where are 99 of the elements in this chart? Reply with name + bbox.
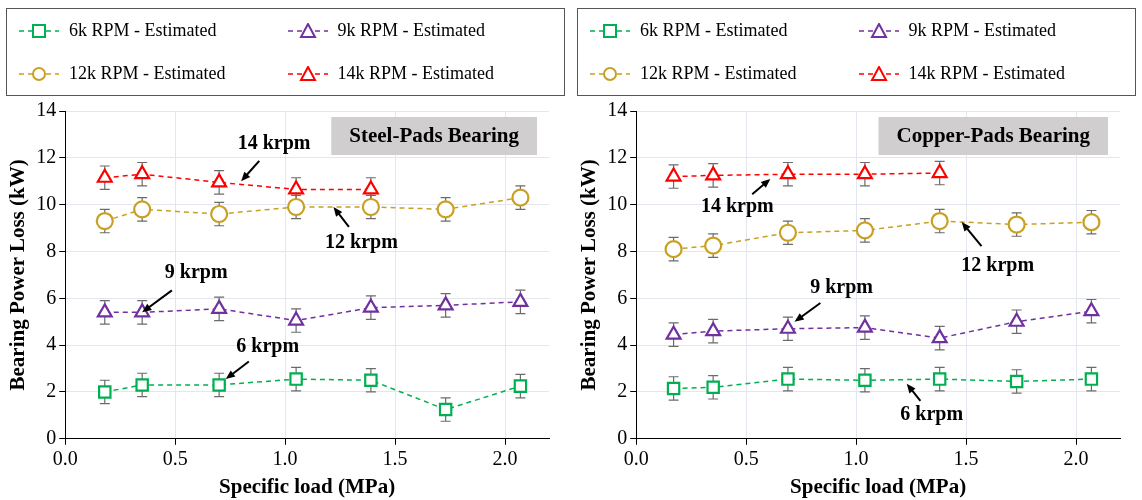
point: [666, 381, 681, 396]
point: [932, 372, 947, 386]
point: [212, 378, 226, 392]
point: [1007, 215, 1026, 234]
point: [211, 173, 228, 188]
y-tick-label: 12: [607, 145, 628, 168]
point: [364, 373, 378, 388]
point: [1008, 312, 1025, 327]
point: [706, 380, 720, 395]
point: [855, 221, 875, 240]
point: [437, 296, 454, 311]
point: [513, 379, 528, 393]
x-axis-title: Specific load (MPa): [219, 473, 396, 498]
x-axis-title: Specific load (MPa): [790, 473, 967, 498]
point: [362, 180, 379, 195]
point: [512, 292, 529, 307]
y-tick-label: 2: [46, 379, 57, 402]
annotation: 6 krpm: [900, 401, 964, 425]
x-tick-label: 0.0: [623, 447, 649, 470]
x-tick-label: 0.5: [162, 447, 188, 470]
x-tick-label: 1.0: [272, 447, 298, 470]
text: Steel-Pads Bearing: [349, 123, 520, 148]
y-tick-label: 4: [46, 332, 57, 355]
y-tick-label: 4: [617, 332, 628, 355]
y-tick-label: 6: [46, 285, 57, 308]
text: Copper-Pads Bearing: [896, 123, 1091, 148]
x-tick-label: 1.0: [843, 447, 869, 470]
x-tick-label: 1.5: [382, 447, 408, 470]
annotation: 9 krpm: [810, 274, 874, 298]
annotation: 14 krpm: [237, 131, 311, 155]
legend-label: 12k RPM - Estimated: [69, 63, 226, 84]
point: [664, 240, 683, 259]
point: [134, 303, 151, 318]
point: [705, 166, 722, 181]
annotation: 14 krpm: [700, 194, 775, 218]
point: [438, 402, 453, 417]
legend-label: 6k RPM - Estimated: [69, 20, 217, 41]
y-tick-label: 14: [36, 98, 57, 121]
y-axis-title: Bearing Power Loss (kW): [576, 159, 601, 391]
point: [665, 325, 682, 340]
point: [133, 200, 152, 219]
point: [361, 197, 380, 217]
x-tick-label: 0.0: [52, 447, 78, 470]
point: [436, 200, 455, 219]
annotation: 6 krpm: [236, 334, 300, 358]
legend-label: 12k RPM - Estimated: [640, 63, 797, 84]
point: [95, 211, 114, 231]
point: [211, 299, 228, 314]
point: [856, 165, 873, 180]
y-axis-title: Bearing Power Loss (kW): [5, 159, 30, 391]
y-tick-label: 6: [617, 285, 628, 308]
y-tick-label: 10: [36, 191, 57, 214]
legend-label: 14k RPM - Estimated: [908, 63, 1065, 84]
point: [96, 303, 113, 318]
y-tick-label: 2: [617, 379, 628, 402]
point: [98, 385, 112, 399]
y-tick-label: 0: [617, 426, 628, 449]
point: [288, 311, 305, 326]
point: [665, 167, 682, 182]
point: [781, 372, 795, 386]
y-tick-label: 14: [607, 98, 628, 121]
point: [96, 168, 113, 183]
point: [705, 321, 722, 337]
point: [210, 204, 229, 224]
point: [931, 329, 948, 344]
annotation: 9 krpm: [164, 259, 228, 283]
annotation: 12 krpm: [961, 253, 1035, 277]
x-tick-label: 0.5: [733, 447, 759, 470]
point: [778, 223, 798, 242]
legend-label: 14k RPM - Estimated: [337, 63, 494, 84]
point: [289, 372, 303, 386]
y-tick-label: 8: [617, 238, 628, 261]
y-tick-label: 10: [607, 191, 628, 214]
point: [704, 236, 723, 255]
point: [1083, 302, 1100, 317]
point: [287, 197, 306, 217]
y-tick-label: 8: [46, 238, 57, 261]
y-tick-label: 12: [36, 145, 57, 168]
point: [1082, 213, 1101, 232]
x-tick-label: 2.0: [492, 447, 518, 470]
x-tick-label: 2.0: [1063, 447, 1089, 470]
legend-label: 9k RPM - Estimated: [908, 20, 1056, 41]
point: [288, 180, 305, 195]
point: [779, 165, 796, 180]
point: [858, 373, 872, 388]
legend-label: 6k RPM - Estimated: [640, 20, 788, 41]
point: [362, 298, 379, 313]
point: [930, 211, 949, 231]
point: [1084, 372, 1099, 386]
point: [134, 165, 151, 180]
point: [931, 163, 948, 179]
y-tick-label: 0: [46, 426, 57, 449]
point: [779, 319, 796, 334]
point: [1009, 374, 1024, 389]
x-tick-label: 1.5: [953, 447, 979, 470]
legend-label: 9k RPM - Estimated: [337, 20, 485, 41]
point: [856, 318, 873, 333]
point: [135, 378, 149, 392]
annotation: 12 krpm: [325, 230, 399, 254]
